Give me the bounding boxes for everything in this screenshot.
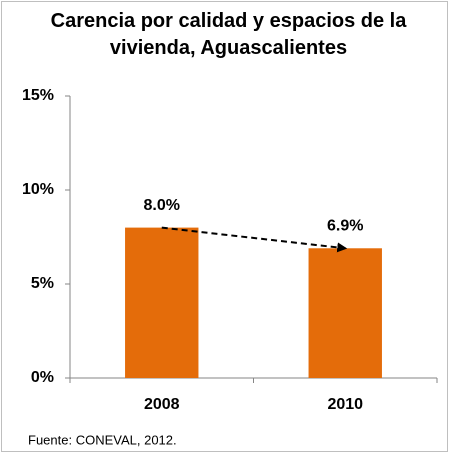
chart-title: Carencia por calidad y espacios de la vi…	[50, 10, 407, 59]
y-tick-label: 0%	[31, 369, 54, 386]
value-label: 8.0%	[144, 197, 180, 214]
x-tick-label: 2010	[327, 396, 363, 413]
y-tick-label: 10%	[22, 181, 54, 198]
frame	[1, 1, 448, 452]
bar	[125, 227, 199, 378]
value-label: 6.9%	[327, 217, 363, 234]
trend-arrow	[161, 226, 348, 253]
y-tick-label: 5%	[31, 275, 54, 292]
source-note: Fuente: CONEVAL, 2012.	[28, 432, 177, 447]
y-tick-label: 15%	[22, 87, 54, 104]
x-tick-label: 2008	[144, 396, 180, 413]
bar	[308, 248, 382, 378]
